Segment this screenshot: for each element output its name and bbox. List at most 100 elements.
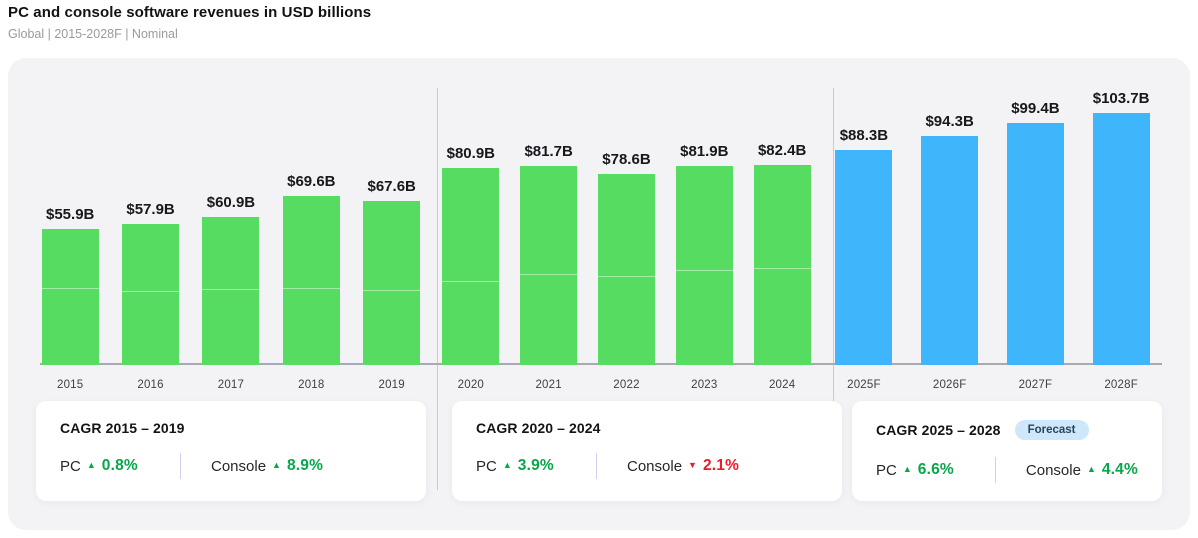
stat-label: Console [1025,461,1081,479]
card-title: CAGR 2025 – 2028 [876,422,1001,438]
cagr-card-2015-2019: CAGR 2015 – 2019 PC ▲ 0.8% Console ▲ 8.9… [36,401,426,501]
bar-2019 [363,201,421,365]
stat-divider [180,453,181,479]
bar-group-3: $88.3B 2025F $94.3B 2026F $99.4B 2027F $103.7B… [821,86,1164,391]
group-divider-2 [833,88,834,490]
bar-2021 [520,166,578,365]
bar-value-label: $78.6B [602,151,651,168]
bar-split-line [442,281,500,283]
stat-divider [994,457,996,483]
bar-slot-2023: $81.9B 2023 [665,86,743,391]
bar-2023 [675,166,733,365]
stat-pc: PC ▲ 0.8% [60,457,180,475]
forecast-badge: Forecast [1014,420,1089,440]
bar-value-label: $88.3B [839,127,889,144]
bar-value-label: $81.9B [680,143,729,160]
stat-value: 2.1% [702,457,740,474]
stat-value: 4.4% [1101,461,1138,478]
trend-down-icon: ▼ [688,460,697,470]
bar-2015 [41,229,99,365]
chart-header: PC and console software revenues in USD … [8,4,371,41]
axis-tick-label: 2024 [768,379,796,391]
bar-slot-2022: $78.6B 2022 [588,86,666,391]
stat-console: Console ▲ 4.4% [1026,461,1138,479]
axis-tick-label: 2025F [847,379,881,391]
bar-slot-2015: $55.9B 2015 [30,86,110,391]
bar-split-line [363,290,421,292]
bar-split-line [202,288,260,290]
stat-label: Console [211,457,267,475]
stat-console: Console ▼ 2.1% [627,457,739,475]
stat-value: 6.6% [917,461,954,478]
group-divider-1 [437,88,438,490]
axis-tick-label: 2021 [535,379,562,391]
bar-slot-2027F: $99.4B 2027F [993,86,1079,391]
bar-split-line [41,287,99,289]
axis-tick-label: 2027F [1018,379,1053,391]
bar-split-line [675,270,733,272]
trend-up-icon: ▲ [86,460,96,470]
bar-value-label: $69.6B [287,173,336,190]
bar-group-1: $55.9B 2015 $57.9B 2016 $60.9B 2017 $69.6B 2018… [30,86,432,391]
axis-tick-label: 2016 [137,379,164,391]
bar-split-line [520,274,578,276]
bar-split-line [122,290,180,292]
card-title: CAGR 2015 – 2019 [60,420,185,436]
axis-tick-label: 2028F [1104,379,1138,391]
bar-split-line [282,287,340,289]
trend-up-icon: ▲ [272,460,281,470]
bar-2026F [921,136,979,365]
stat-pc: PC ▲ 3.9% [476,457,596,475]
bar-slot-2017: $60.9B 2017 [191,86,271,391]
bar-split-line [597,276,655,278]
bar-split-line [753,268,811,269]
bar-value-label: $81.7B [524,143,573,160]
stat-label: PC [476,457,497,475]
stat-console: Console ▲ 8.9% [211,457,323,475]
bar-value-label: $67.6B [367,178,416,195]
trend-up-icon: ▲ [1086,464,1096,474]
bar-value-label: $82.4B [757,142,807,159]
bar-2024 [753,165,811,365]
axis-tick-label: 2017 [217,379,245,391]
bar-2020 [442,168,500,365]
chart-title: PC and console software revenues in USD … [8,4,372,21]
bar-2016 [122,224,180,365]
plot-area: $55.9B 2015 $57.9B 2016 $60.9B 2017 $69.6B 2018… [30,86,1164,391]
bar-slot-2020: $80.9B 2020 [432,86,510,391]
stat-pc: PC ▲ 6.6% [876,461,995,479]
bar-value-label: $60.9B [206,194,256,211]
bar-2018 [282,196,340,365]
bar-slot-2016: $57.9B 2016 [110,86,190,391]
card-title: CAGR 2020 – 2024 [476,420,601,436]
bar-2022 [597,174,655,365]
axis-tick-label: 2015 [56,379,84,391]
axis-tick-label: 2023 [691,379,718,391]
cagr-card-2020-2024: CAGR 2020 – 2024 PC ▲ 3.9% Console ▼ 2.1… [452,401,842,501]
bar-slot-2026F: $94.3B 2026F [907,86,993,391]
cagr-card-2025-2028: CAGR 2025 – 2028 Forecast PC ▲ 6.6% Cons… [852,401,1162,501]
axis-tick-label: 2019 [378,379,405,391]
stat-value: 0.8% [101,457,138,474]
bar-group-2: $80.9B 2020 $81.7B 2021 $78.6B 2022 $81.9B 2023… [432,86,821,391]
bar-2017 [202,217,260,365]
bar-slot-2028F: $103.7B 2028F [1078,86,1164,391]
bar-value-label: $103.7B [1092,90,1150,107]
stat-value: 8.9% [286,457,324,474]
bar-slot-2024: $82.4B 2024 [743,86,821,391]
bar-2027F [1006,123,1064,365]
chart-subtitle: Global | 2015-2028F | Nominal [8,27,178,41]
bar-value-label: $99.4B [1011,100,1060,117]
stat-label: PC [60,457,81,475]
stat-divider [596,453,597,479]
axis-tick-label: 2020 [457,379,485,391]
chart-panel: $55.9B 2015 $57.9B 2016 $60.9B 2017 $69.6B 2018… [8,58,1190,530]
bar-slot-2021: $81.7B 2021 [510,86,588,391]
bar-slot-2025F: $88.3B 2025F [821,86,907,391]
bar-slot-2018: $69.6B 2018 [271,86,351,391]
bar-slot-2019: $67.6B 2019 [352,86,432,391]
stat-label: Console [627,457,683,475]
axis-tick-label: 2026F [932,379,967,391]
axis-tick-label: 2018 [298,379,325,391]
